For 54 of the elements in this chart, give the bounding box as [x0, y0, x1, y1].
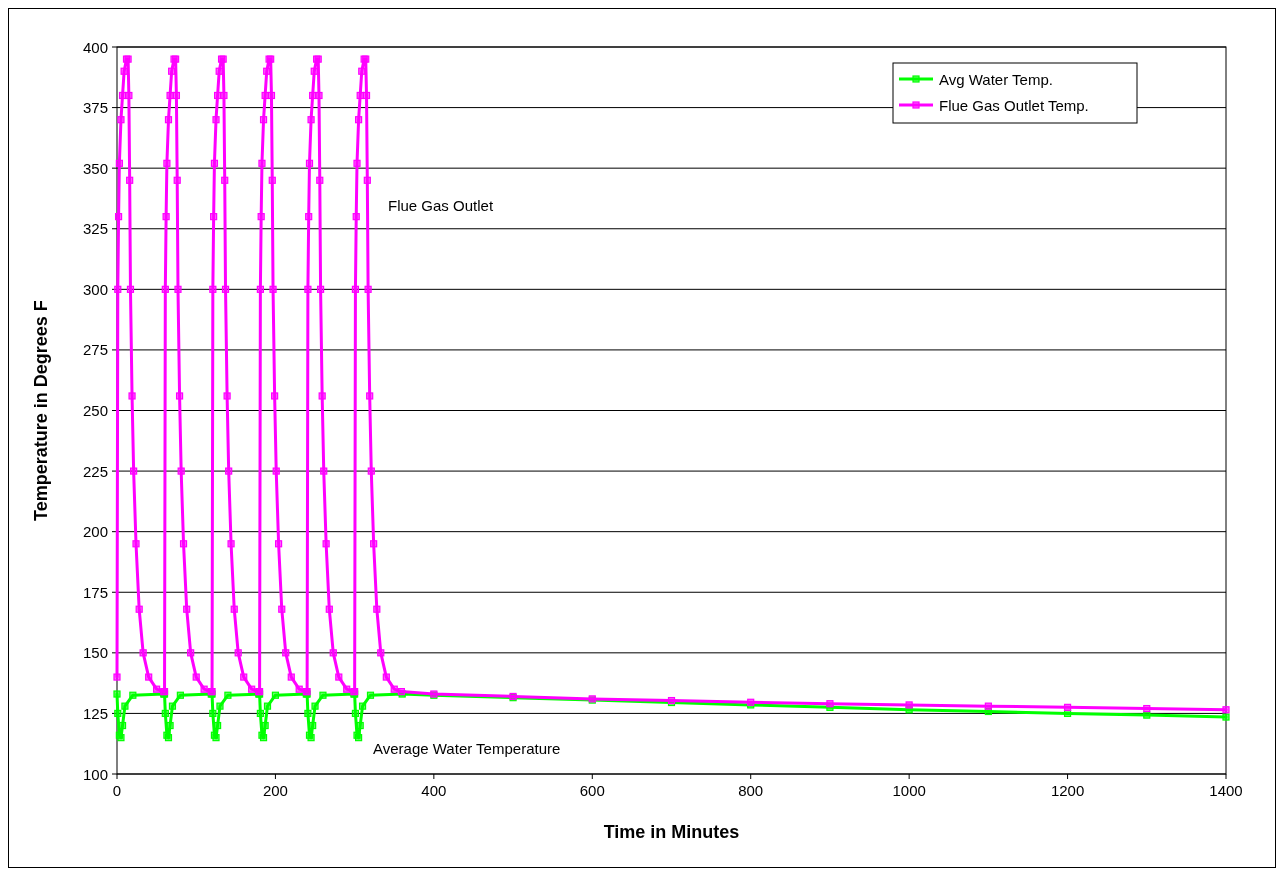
point — [161, 709, 169, 718]
y-tick-label: 200 — [82, 523, 108, 541]
point — [351, 709, 360, 718]
x-axis-title: Time in Minutes — [603, 822, 740, 842]
x-tick-label: 1400 — [1209, 782, 1243, 799]
x-tick-label: 200 — [262, 782, 288, 799]
line-series — [113, 690, 1230, 742]
y-tick-label: 150 — [82, 644, 108, 662]
y-tick-label: 175 — [82, 583, 108, 601]
point — [263, 702, 272, 710]
point — [366, 691, 375, 699]
y-tick-label: 375 — [82, 99, 108, 117]
point — [309, 721, 317, 730]
y-tick-label: 325 — [82, 220, 108, 238]
point — [1222, 713, 1230, 721]
point — [319, 691, 327, 699]
x-tick-label: 400 — [421, 782, 447, 799]
annotation: Average Water Temperature — [373, 739, 561, 757]
point — [129, 691, 137, 699]
x-tick-label: 0 — [112, 782, 122, 799]
y-tick-label: 225 — [82, 462, 108, 480]
point — [1143, 711, 1151, 719]
point — [209, 709, 217, 718]
point — [118, 721, 127, 730]
point — [113, 690, 121, 698]
x-tick-label: 600 — [579, 782, 605, 799]
y-tick-label: 250 — [82, 402, 108, 419]
legend-label: Avg Water Temp. — [939, 70, 1053, 88]
point — [216, 702, 224, 710]
x-tick-label: 1000 — [892, 782, 926, 799]
legend-label: Flue Gas Outlet Temp. — [939, 96, 1089, 114]
point — [224, 691, 232, 699]
point — [356, 721, 364, 730]
point — [358, 702, 367, 710]
x-tick-label: 1200 — [1050, 782, 1085, 799]
point — [271, 691, 280, 699]
y-tick-label: 275 — [82, 341, 108, 359]
y-tick-label: 125 — [82, 704, 108, 722]
y-axis-title: Temperature in Degrees F — [31, 300, 51, 521]
point — [166, 721, 174, 730]
annotation: Flue Gas Outlet — [388, 196, 494, 214]
point — [176, 691, 184, 699]
point — [214, 721, 222, 730]
y-tick-label: 400 — [82, 38, 108, 56]
point — [304, 709, 312, 718]
x-tick-label: 800 — [738, 782, 764, 799]
y-tick-label: 350 — [82, 159, 108, 177]
y-tick-label: 100 — [82, 765, 108, 783]
point — [256, 709, 264, 718]
y-tick-label: 300 — [82, 280, 108, 298]
point — [311, 702, 319, 710]
point — [121, 702, 129, 710]
point — [261, 721, 269, 730]
point — [168, 702, 177, 710]
